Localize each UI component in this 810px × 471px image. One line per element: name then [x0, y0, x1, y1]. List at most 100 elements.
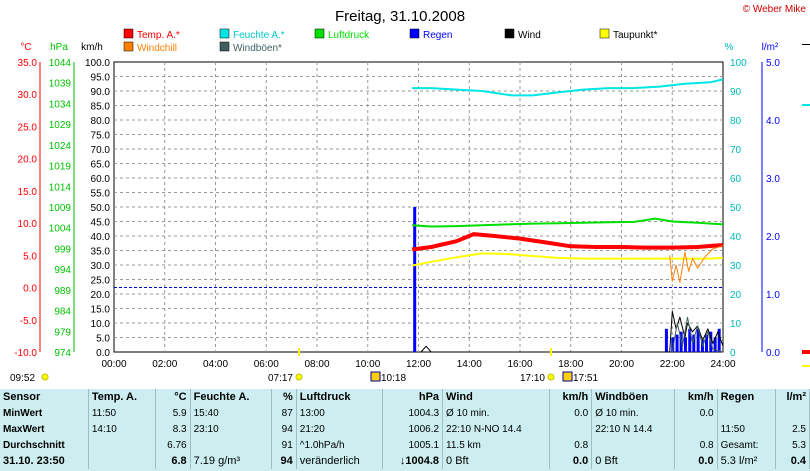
stats-cell: Gesamt:	[717, 437, 776, 453]
stats-cell: MaxWert	[0, 421, 89, 437]
stats-cell: 1005.1	[382, 437, 444, 453]
pressure-tick-label: 1009	[49, 203, 72, 214]
stats-cell: veränderlich	[296, 453, 384, 469]
pressure-tick-label: 1014	[49, 182, 72, 193]
stats-cell: ^1.0hPa/h	[296, 437, 384, 453]
stats-cell: 0.0	[549, 405, 593, 421]
rain-bar	[675, 334, 679, 352]
temp-tick-label: 5.0	[23, 251, 37, 262]
legend-label: Windböen*	[233, 43, 282, 54]
stats-cell: 0.0	[549, 453, 593, 469]
stats-cell: 5.3 l/m²	[717, 453, 776, 469]
temp-tick-label: 0.0	[23, 284, 37, 295]
rain-bar	[688, 328, 692, 352]
pressure-tick-label: 989	[54, 286, 71, 297]
humidity-axis-unit: %	[725, 42, 734, 53]
legend-swatch	[219, 41, 230, 52]
rain-bar	[664, 328, 668, 352]
chart-title: Freitag, 31.10.2008	[335, 8, 465, 25]
speed-tick-label: 85.0	[91, 102, 111, 113]
stats-cell: 23:10	[190, 421, 272, 437]
moonset-icon	[562, 371, 573, 382]
speed-tick-label: 60.0	[91, 174, 111, 185]
stats-header-cell: %	[271, 389, 297, 405]
speed-tick-label: 10.0	[91, 319, 111, 330]
stats-header-cell: Regen	[717, 389, 776, 405]
humidity-tick-label: 10	[730, 319, 742, 330]
stats-cell: 94	[271, 453, 297, 469]
speed-tick-label: 45.0	[91, 218, 111, 229]
pressure-tick-label: 974	[54, 348, 71, 359]
x-tick-label: 10:00	[355, 359, 380, 370]
stats-cell: 15:40	[190, 405, 272, 421]
edge-fragment	[802, 44, 810, 45]
stats-cell: 0 Bft	[591, 453, 676, 469]
stats-cell: 6.76	[155, 437, 191, 453]
stats-cell	[88, 453, 157, 469]
stats-cell: 0.8	[674, 437, 718, 453]
stats-header-cell: Wind	[442, 389, 550, 405]
x-tick-label: 04:00	[203, 359, 228, 370]
temp-tick-label: 20.0	[18, 155, 38, 166]
stats-cell: 87	[271, 405, 297, 421]
stats-header-cell: hPa	[382, 389, 444, 405]
stats-cell	[591, 437, 676, 453]
pressure-tick-label: 1024	[49, 141, 72, 152]
pressure-tick-label: 984	[54, 307, 71, 318]
speed-tick-label: 30.0	[91, 261, 111, 272]
pressure-tick-label: 979	[54, 327, 71, 338]
stats-cell: 7.19 g/m³	[190, 453, 272, 469]
stats-header-cell: Temp. A.	[88, 389, 157, 405]
rain-tick-label: 2.0	[766, 232, 780, 243]
humidity-tick-label: 20	[730, 290, 742, 301]
stats-header-cell: l/m²	[775, 389, 810, 405]
temp-tick-label: 35.0	[18, 58, 38, 69]
stats-row: MaxWert 14:10 8.3 23:10 94 21:20 1006.2 22:10 N…	[0, 421, 810, 437]
speed-tick-label: 15.0	[91, 305, 111, 316]
legend-label: Taupunkt*	[613, 30, 658, 41]
legend-label: Feuchte A.*	[233, 30, 285, 41]
stats-cell: 0.0	[674, 405, 718, 421]
stats-cell: 22:10 N 14.4	[591, 421, 676, 437]
statistics-body: Sensor Temp. A. °C Feuchte A.% Luftdruck hPa W…	[0, 389, 810, 469]
stats-header-cell: Windböen	[591, 389, 676, 405]
speed-tick-label: 90.0	[91, 87, 111, 98]
humidity-tick-label: 60	[730, 174, 742, 185]
stats-row: MinWert 11:50 5.9 15:40 87 13:00 1004.3 Ø 10 mi…	[0, 405, 810, 421]
stats-cell: MinWert	[0, 405, 89, 421]
stats-header-cell: Feuchte A.	[190, 389, 272, 405]
stats-cell: 94	[271, 421, 297, 437]
rain-bar	[683, 337, 687, 352]
speed-tick-label: 65.0	[91, 160, 111, 171]
stats-cell: ↓1004.8	[382, 453, 444, 469]
speed-tick-label: 50.0	[91, 203, 111, 214]
stats-header-row: Sensor Temp. A. °C Feuchte A.% Luftdruck hPa W…	[0, 389, 810, 405]
current-time-label: 09:52	[10, 373, 35, 384]
stats-header-cell: °C	[155, 389, 191, 405]
speed-tick-label: 70.0	[91, 145, 111, 156]
stats-cell: 21:20	[296, 421, 384, 437]
pressure-tick-label: 1029	[49, 120, 72, 131]
temp-tick-label: -10.0	[14, 348, 37, 359]
speed-tick-label: 5.0	[96, 334, 110, 345]
stats-cell: 13:00	[296, 405, 384, 421]
x-tick-label: 02:00	[152, 359, 177, 370]
stats-cell: 0.4	[775, 453, 810, 469]
x-tick-label: 12:00	[406, 359, 431, 370]
speed-tick-label: 55.0	[91, 189, 111, 200]
x-tick-label: 14:00	[457, 359, 482, 370]
stats-cell: 1004.3	[382, 405, 444, 421]
stats-cell	[190, 437, 272, 453]
series-line	[412, 78, 724, 97]
x-tick-label: 18:00	[558, 359, 583, 370]
temp-tick-label: 10.0	[18, 219, 38, 230]
x-tick-label: 00:00	[101, 359, 126, 370]
stats-header-cell: km/h	[674, 389, 718, 405]
speed-tick-label: 35.0	[91, 247, 111, 258]
humidity-tick-label: 70	[730, 145, 742, 156]
temp-axis-unit: °C	[20, 42, 31, 53]
humidity-tick-label: 80	[730, 116, 742, 127]
sunset-label: 17:10	[520, 373, 545, 384]
stats-header-cell: Sensor	[0, 389, 89, 405]
legend-label: Wind	[518, 30, 541, 41]
